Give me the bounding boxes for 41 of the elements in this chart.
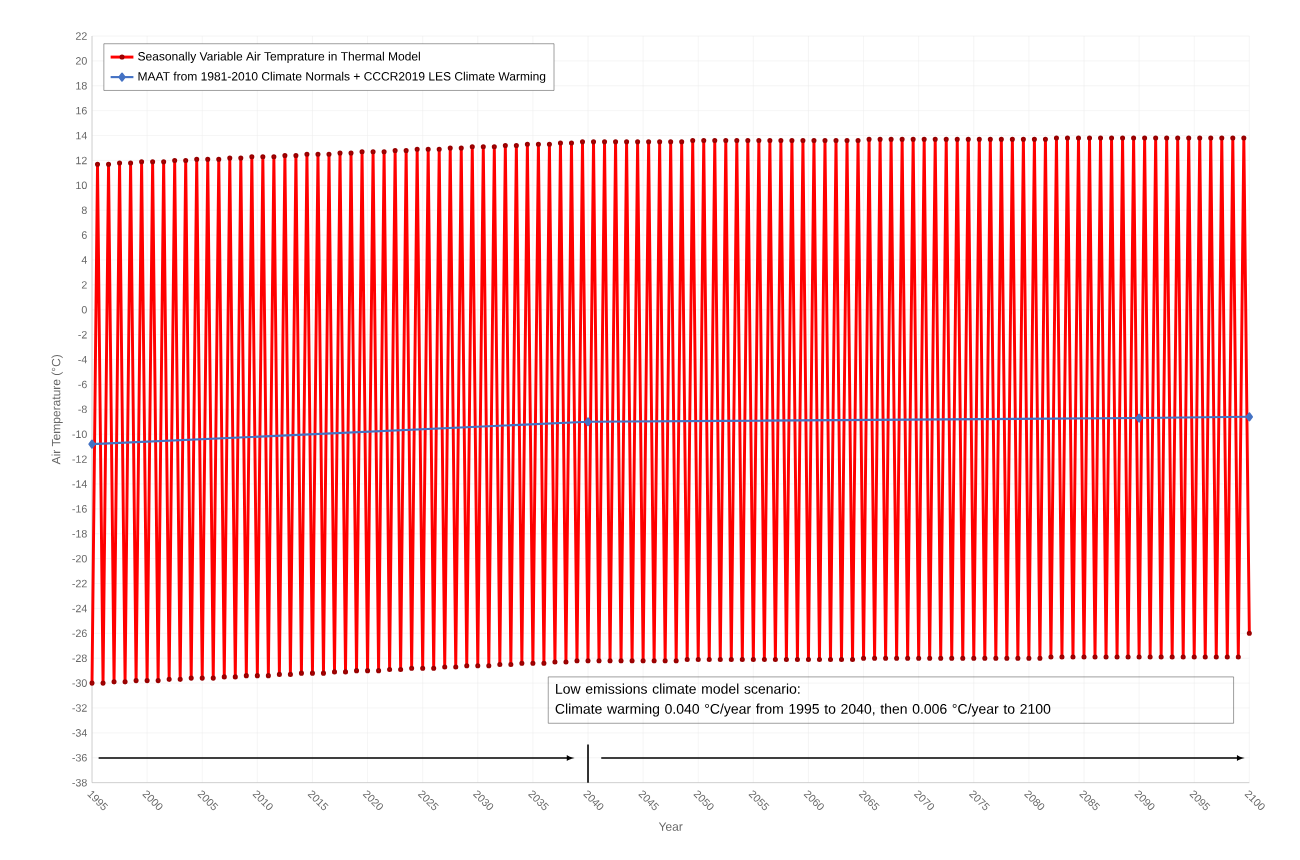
y-tick-label: -20: [72, 554, 87, 563]
x-axis-title: Year: [658, 822, 683, 831]
point: [1245, 412, 1254, 422]
y-tick-label: 0: [81, 306, 87, 314]
y-tick-label: 12: [76, 156, 87, 165]
y-tick-label: 2: [81, 281, 87, 289]
y-tick-label: 4: [81, 256, 87, 264]
y-tick-label: -4: [78, 355, 87, 364]
y-tick-label: 20: [75, 57, 87, 65]
y-tick-label: -24: [72, 604, 87, 613]
annotation: Low emissions climate model scenario:: [556, 683, 800, 694]
y-tick-label: -8: [78, 405, 87, 414]
annotation: Climate warming 0.040 °C/year from 1995 to 2040, then 0.006 °C/year to 2100: [555, 703, 1051, 717]
y-tick-label: -12: [72, 455, 87, 463]
y-tick-label: -14: [72, 480, 87, 488]
y-tick-label: 18: [76, 82, 87, 90]
legend-label: MAAT from 1981-2010 Climate Normals + CCCR2019 LES Climate Warming: [138, 71, 546, 83]
legend-label: Seasonally Variable Air Temprature in Thermal Model: [138, 51, 420, 63]
y-tick-label: -22: [72, 579, 87, 588]
y-tick-label: 22: [75, 32, 87, 40]
y-tick-label: -38: [72, 778, 87, 787]
y-tick-label: -36: [72, 753, 87, 762]
y-tick-label: -30: [72, 679, 87, 687]
y-tick-label: -6: [78, 380, 87, 389]
y-tick-label: -26: [72, 629, 87, 638]
y-tick-label: 6: [81, 231, 87, 239]
point: [88, 439, 96, 449]
y-tick-label: 14: [76, 131, 87, 140]
point: [584, 417, 592, 427]
y-tick-label: 8: [81, 206, 87, 214]
y-tick-label: -32: [72, 704, 87, 712]
y-tick-label: -2: [78, 330, 87, 339]
y-tick-label: -18: [72, 530, 87, 538]
y-tick-label: -10: [72, 430, 87, 438]
y-axis-title: Air Temperature (°C): [51, 355, 63, 465]
y-tick-label: -28: [72, 654, 87, 662]
y-tick-label: -16: [72, 505, 87, 513]
y-tick-label: -34: [72, 729, 87, 737]
point: [1135, 413, 1143, 423]
y-tick-label: 10: [76, 181, 87, 190]
y-tick-label: 16: [76, 106, 87, 115]
